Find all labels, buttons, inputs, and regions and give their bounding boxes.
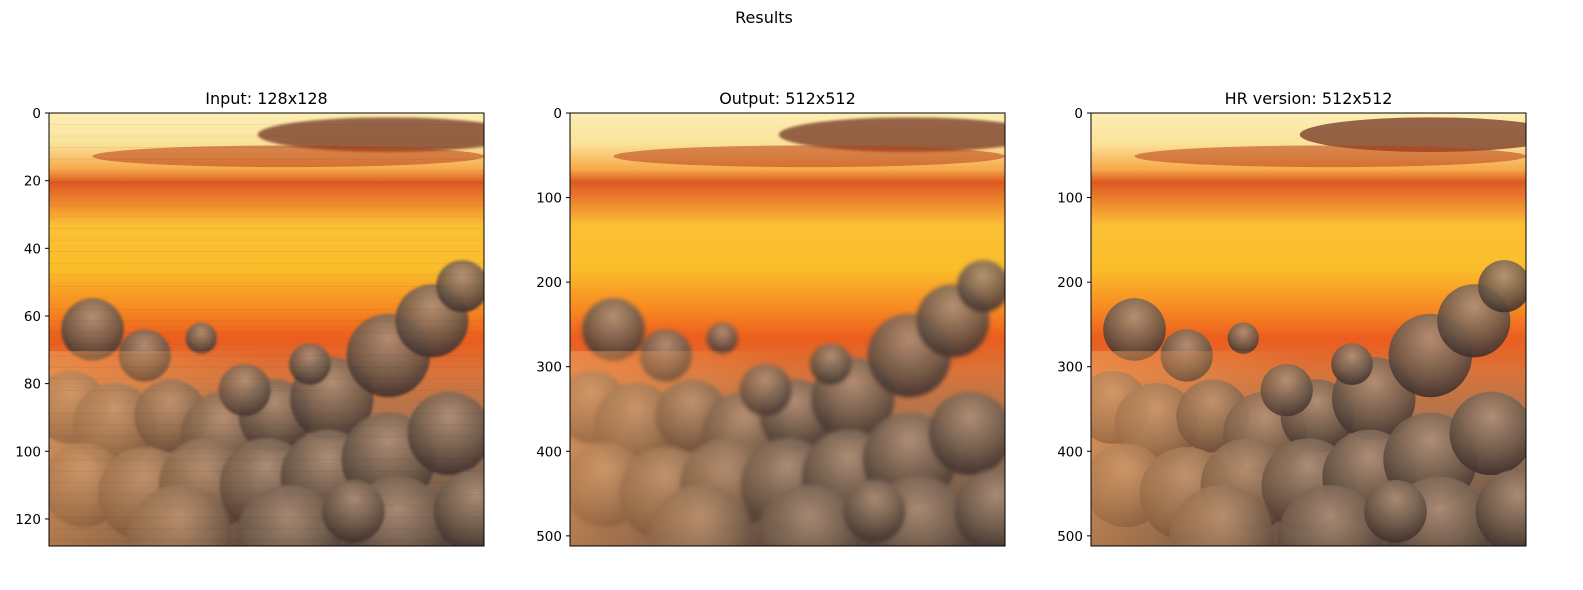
- panel-title: Output: 512x512: [719, 89, 856, 108]
- panel-title: Input: 128x128: [205, 89, 327, 108]
- axes-frame: [1090, 112, 1527, 547]
- axes-frame: [569, 112, 1006, 547]
- image-panel-1: Input: 128x128 0 20 40 60 80 100 120: [15, 89, 485, 547]
- y-tick-label: 400: [1057, 444, 1083, 460]
- sunset-clouds-image: [570, 113, 1005, 546]
- y-tick-label: 40: [24, 241, 41, 257]
- y-tick-label: 100: [1057, 191, 1083, 207]
- y-tick-label: 0: [32, 106, 41, 122]
- y-tick-label: 100: [536, 191, 562, 207]
- image-panel-3: HR version: 512x512 0 100 200 300 400 500: [1057, 89, 1527, 547]
- y-tick-label: 0: [553, 106, 562, 122]
- y-tick-label: 120: [15, 512, 41, 528]
- y-tick-label: 80: [24, 377, 41, 393]
- figure-title: Results: [735, 8, 793, 27]
- y-tick-label: 200: [536, 275, 562, 291]
- y-tick-label: 400: [536, 444, 562, 460]
- y-tick-label: 200: [1057, 275, 1083, 291]
- y-tick-label: 300: [536, 360, 562, 376]
- panel-title: HR version: 512x512: [1225, 89, 1393, 108]
- image-panel-2: Output: 512x512 0 100 200 300 400 500: [536, 89, 1006, 547]
- y-tick-label: 0: [1074, 106, 1083, 122]
- y-tick-label: 300: [1057, 360, 1083, 376]
- axes-frame: [48, 112, 485, 547]
- y-tick-label: 60: [24, 309, 41, 325]
- sunset-clouds-image: [49, 113, 484, 546]
- y-tick-label: 100: [15, 444, 41, 460]
- y-tick-label: 500: [1057, 529, 1083, 545]
- sunset-clouds-image: [1091, 113, 1526, 546]
- y-tick-label: 500: [536, 529, 562, 545]
- y-tick-label: 20: [24, 174, 41, 190]
